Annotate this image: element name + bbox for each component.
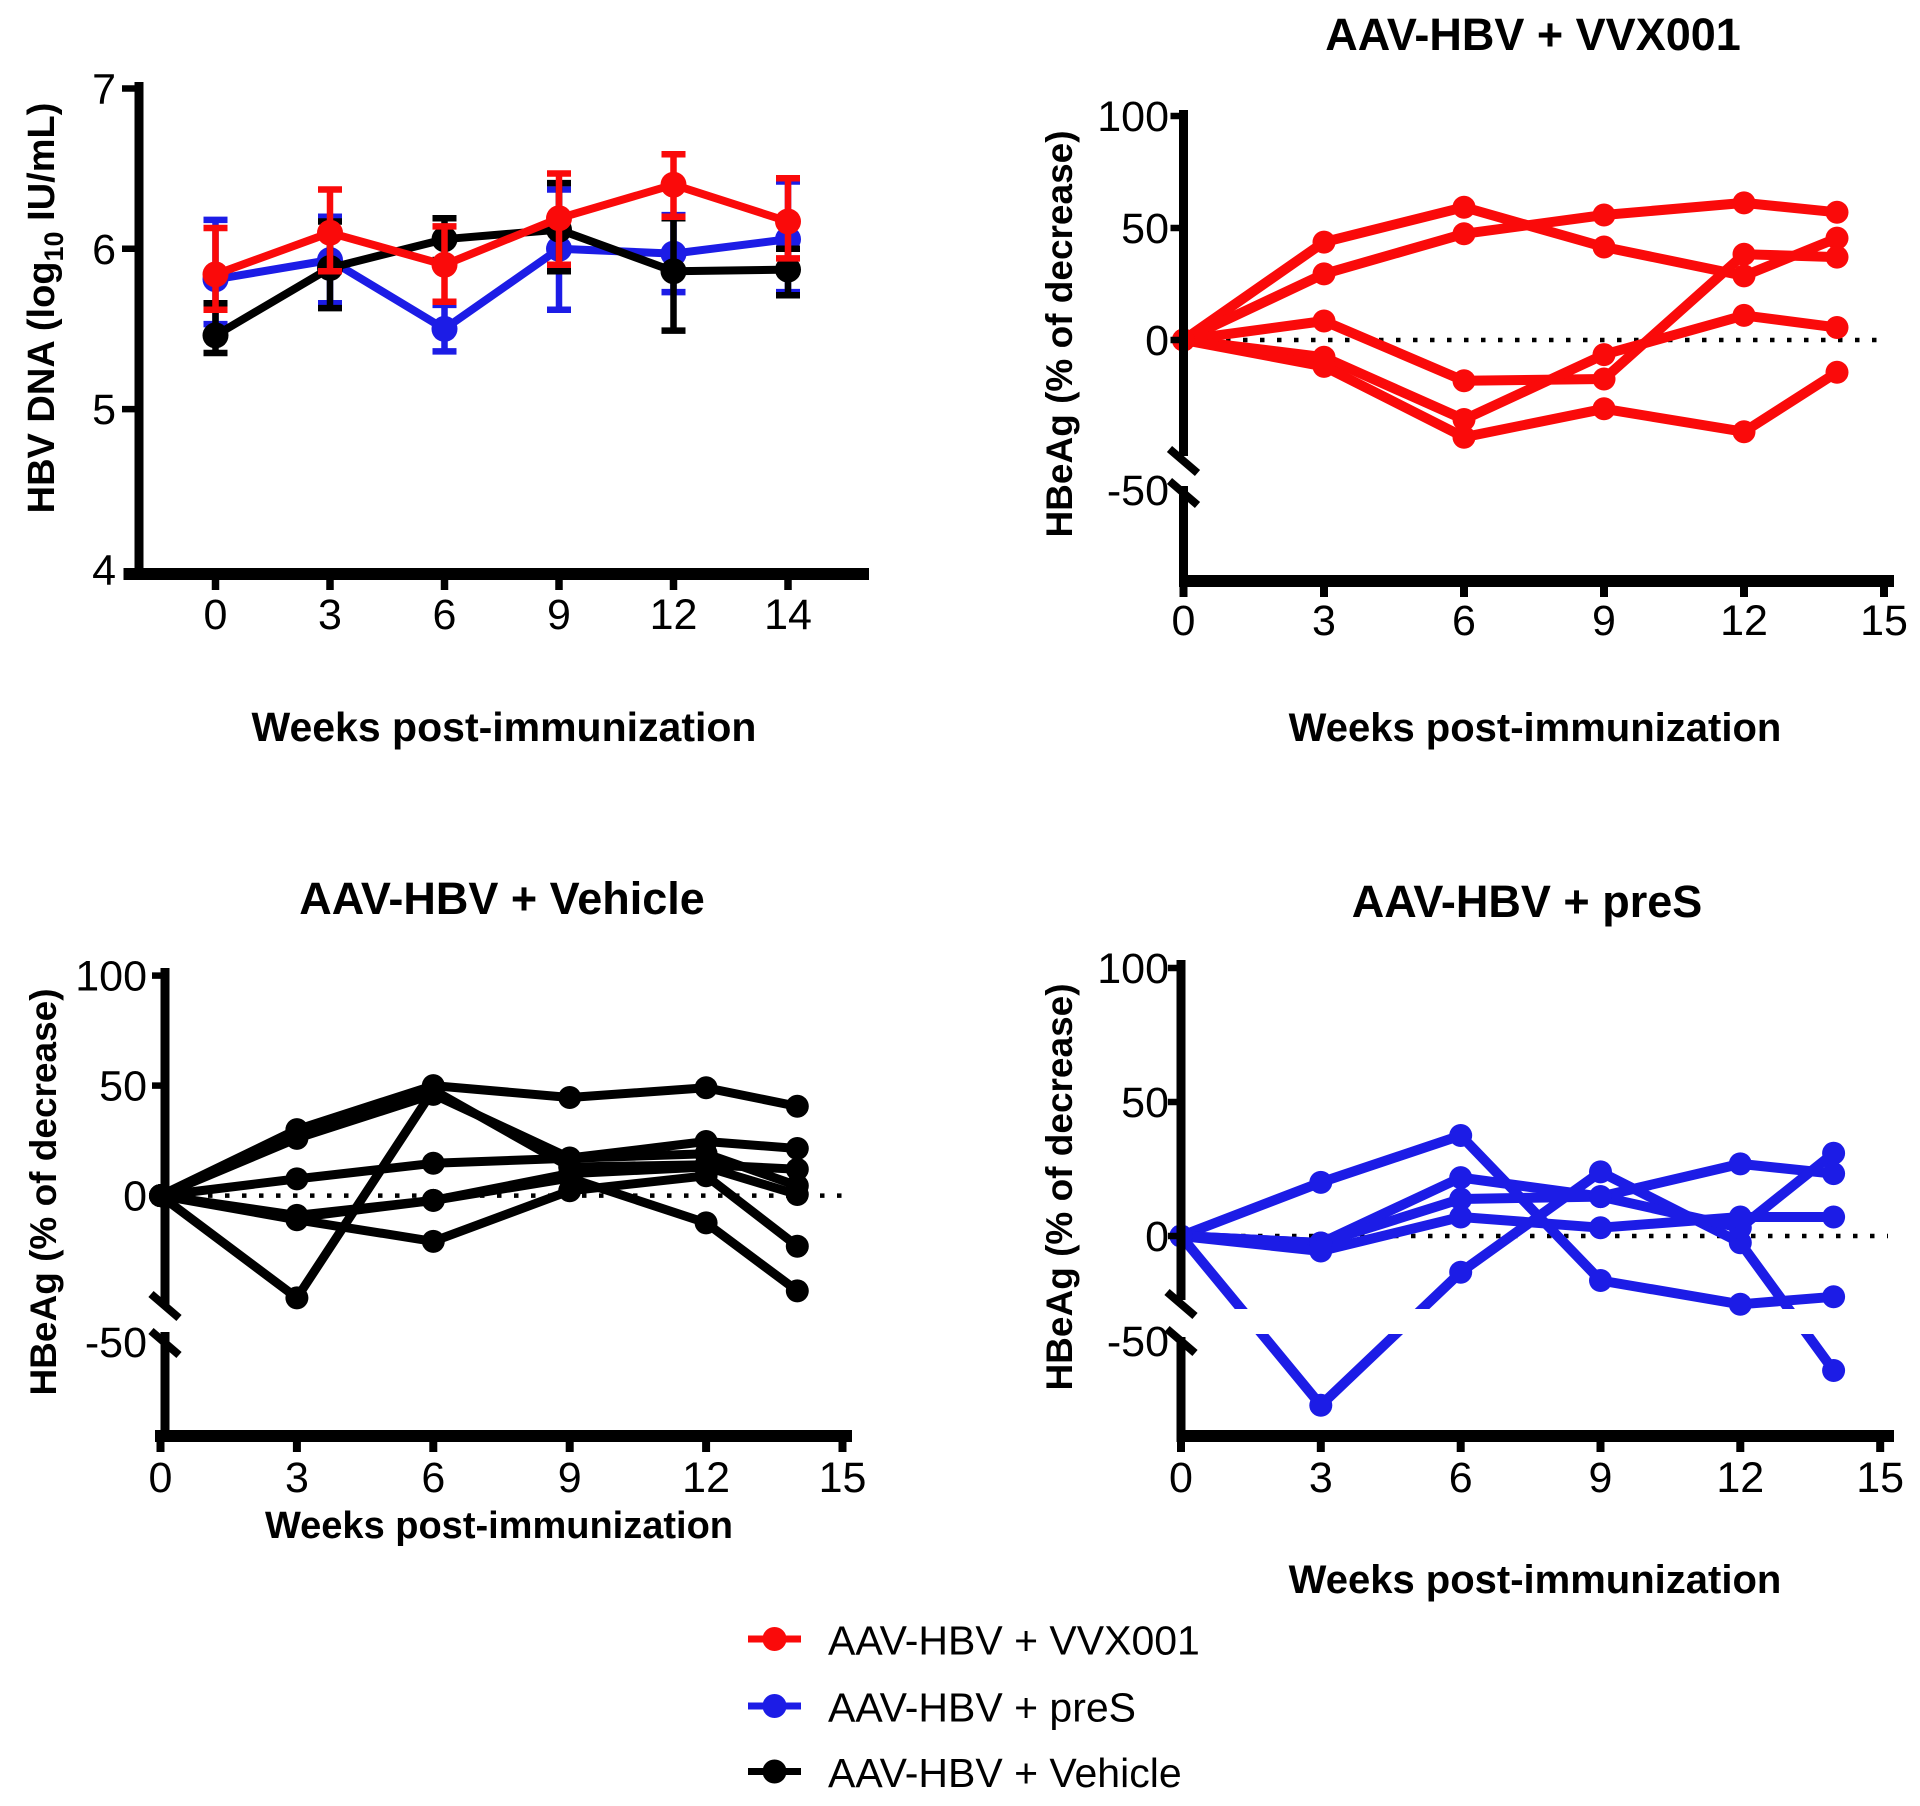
svg-text:Weeks post-immunization: Weeks post-immunization — [252, 704, 757, 750]
svg-text:AAV-HBV + preS: AAV-HBV + preS — [828, 1685, 1136, 1731]
svg-text:12: 12 — [1720, 597, 1768, 645]
svg-text:3: 3 — [285, 1454, 309, 1502]
svg-text:0: 0 — [123, 1173, 147, 1221]
svg-text:0: 0 — [149, 1454, 173, 1502]
svg-text:15: 15 — [819, 1454, 867, 1502]
svg-text:HBeAg (% of decrease): HBeAg (% of decrease) — [1039, 130, 1080, 537]
svg-text:AAV-HBV + Vehicle: AAV-HBV + Vehicle — [828, 1750, 1182, 1796]
svg-text:Weeks post-immunization: Weeks post-immunization — [265, 1505, 733, 1547]
svg-text:-50: -50 — [1107, 1318, 1169, 1366]
svg-text:AAV-HBV + VVX001: AAV-HBV + VVX001 — [828, 1618, 1200, 1664]
svg-text:AAV-HBV + VVX001: AAV-HBV + VVX001 — [1325, 9, 1741, 60]
svg-text:Weeks post-immunization: Weeks post-immunization — [1289, 1558, 1782, 1602]
svg-text:6: 6 — [421, 1454, 445, 1502]
svg-text:HBeAg (% of decrease): HBeAg (% of decrease) — [1039, 983, 1080, 1390]
svg-text:7: 7 — [92, 66, 116, 114]
svg-text:AAV-HBV + Vehicle: AAV-HBV + Vehicle — [299, 873, 705, 924]
svg-text:50: 50 — [1121, 1079, 1169, 1127]
svg-text:9: 9 — [1592, 597, 1616, 645]
svg-text:3: 3 — [1312, 597, 1336, 645]
svg-text:6: 6 — [1452, 597, 1476, 645]
svg-text:9: 9 — [1589, 1454, 1613, 1502]
svg-text:50: 50 — [99, 1063, 147, 1111]
svg-text:6: 6 — [1449, 1454, 1473, 1502]
svg-text:100: 100 — [75, 953, 147, 1001]
svg-text:HBeAg (% of decrease): HBeAg (% of decrease) — [23, 988, 64, 1395]
svg-text:0: 0 — [1169, 1454, 1193, 1502]
svg-text:0: 0 — [1145, 317, 1169, 365]
svg-text:Weeks post-immunization: Weeks post-immunization — [1289, 706, 1782, 750]
svg-text:-50: -50 — [1107, 467, 1169, 515]
svg-text:0: 0 — [1145, 1213, 1169, 1261]
svg-text:3: 3 — [318, 591, 342, 639]
svg-text:12: 12 — [682, 1454, 730, 1502]
svg-text:6: 6 — [433, 591, 457, 639]
svg-text:0: 0 — [204, 591, 228, 639]
svg-text:9: 9 — [558, 1454, 582, 1502]
svg-text:HBV DNA (log10 IU/mL): HBV DNA (log10 IU/mL) — [21, 103, 69, 514]
svg-text:15: 15 — [1860, 597, 1908, 645]
svg-text:AAV-HBV + preS: AAV-HBV + preS — [1352, 876, 1703, 927]
svg-text:6: 6 — [92, 226, 116, 274]
svg-text:0: 0 — [1172, 597, 1196, 645]
svg-text:50: 50 — [1121, 205, 1169, 253]
svg-text:4: 4 — [92, 546, 116, 594]
svg-text:12: 12 — [1716, 1454, 1764, 1502]
svg-text:15: 15 — [1856, 1454, 1904, 1502]
svg-text:9: 9 — [547, 591, 571, 639]
svg-text:3: 3 — [1309, 1454, 1333, 1502]
svg-text:14: 14 — [764, 591, 812, 639]
svg-text:100: 100 — [1097, 93, 1169, 141]
svg-text:12: 12 — [650, 591, 698, 639]
svg-text:-50: -50 — [85, 1319, 147, 1367]
svg-text:5: 5 — [92, 386, 116, 434]
svg-text:100: 100 — [1097, 945, 1169, 993]
